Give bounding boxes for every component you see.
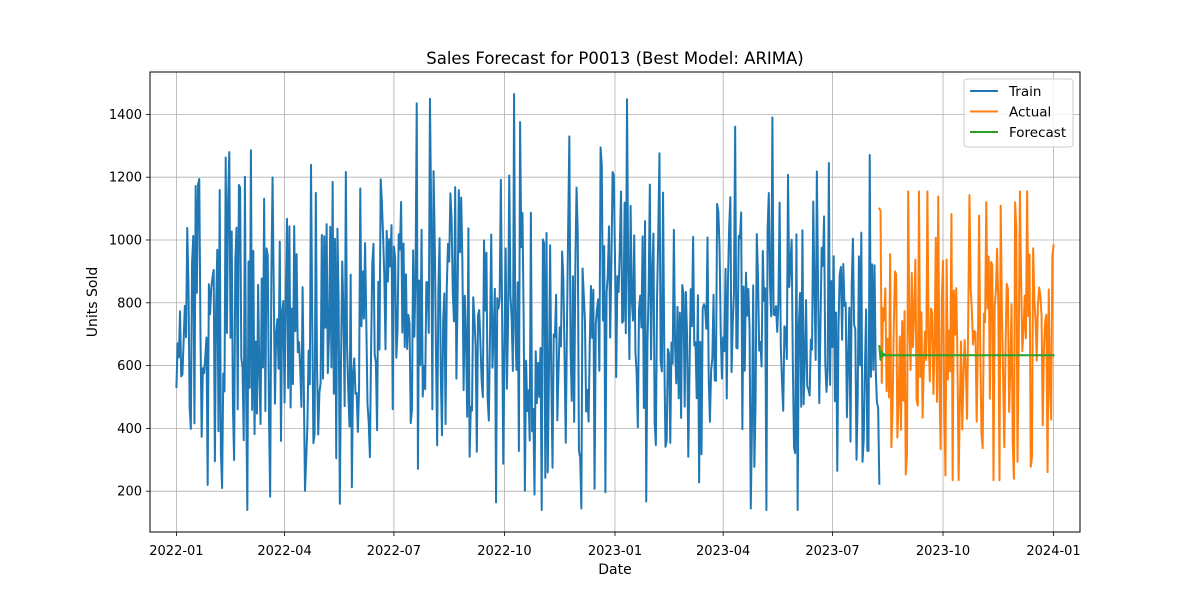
x-tick-label: 2023-07: [805, 544, 859, 559]
x-tick-label: 2023-04: [696, 544, 750, 559]
chart-title: Sales Forecast for P0013 (Best Model: AR…: [426, 49, 804, 68]
series-layer: [175, 92, 1055, 512]
legend-box: [963, 78, 1074, 148]
tick-layer: 2022-01 2022-04 2022-07 2022-10 2023-01 2023-…: [109, 108, 1081, 559]
x-tick-label: 2024-01: [1026, 544, 1080, 559]
legend-label-train: Train: [1008, 84, 1041, 100]
y-tick-label: 1000: [109, 233, 142, 248]
series-line-forecast: [878, 345, 1055, 361]
legend-label-forecast: Forecast: [1009, 125, 1066, 141]
x-tick-label: 2022-04: [257, 544, 311, 559]
y-tick-label: 800: [117, 296, 142, 311]
x-tick-label: 2022-10: [477, 544, 531, 559]
series-line-actual: [877, 190, 1055, 482]
series-line-train: [175, 92, 881, 512]
x-tick-label: 2022-01: [149, 544, 203, 559]
legend-label-actual: Actual: [1009, 105, 1051, 121]
x-tick-label: 2023-01: [588, 544, 642, 559]
y-tick-label: 400: [117, 422, 142, 437]
y-tick-label: 600: [117, 359, 142, 374]
y-axis-label: Units Sold: [85, 267, 101, 337]
y-tick-label: 200: [117, 485, 142, 500]
y-tick-label: 1200: [109, 171, 142, 186]
x-tick-label: 2023-10: [916, 544, 970, 559]
x-axis-label: Date: [598, 562, 631, 578]
legend: Train Actual Forecast: [963, 78, 1074, 148]
y-tick-label: 1400: [109, 108, 142, 123]
x-tick-label: 2022-07: [367, 544, 421, 559]
